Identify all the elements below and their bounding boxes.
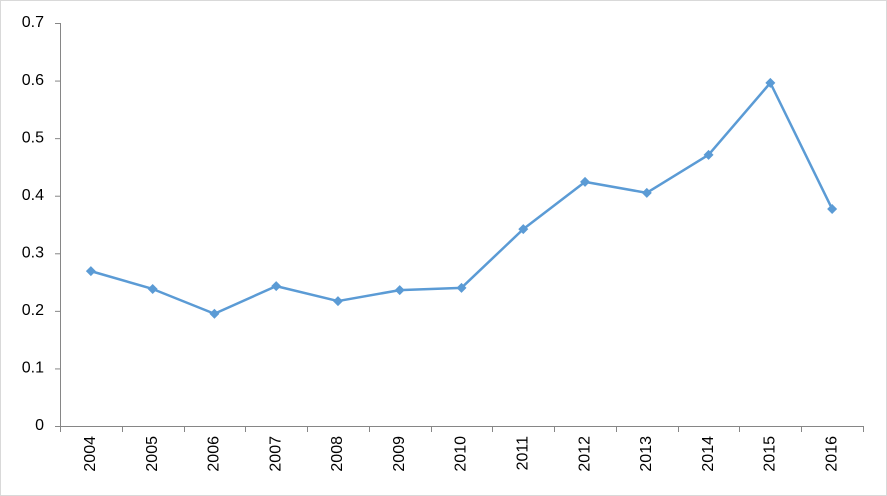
marker [394, 285, 405, 296]
y-tick-label: 0.7 [22, 14, 44, 31]
marker [271, 281, 282, 292]
x-tick-label: 2013 [638, 436, 655, 472]
y-tick-label: 0.4 [22, 187, 44, 204]
marker [703, 149, 714, 160]
marker [518, 224, 529, 235]
x-tick-label: 2008 [329, 436, 346, 472]
x-tick-label: 2010 [453, 436, 470, 472]
marker [456, 282, 467, 293]
marker [209, 308, 220, 319]
marker [332, 296, 343, 307]
y-tick-label: 0.5 [22, 129, 44, 146]
x-tick-label: 2016 [823, 436, 840, 472]
x-tick-label: 2011 [514, 436, 531, 471]
y-tick-label: 0.3 [22, 245, 44, 262]
x-tick-label: 2014 [700, 436, 717, 472]
marker [641, 187, 652, 198]
x-tick-label: 2004 [82, 436, 99, 472]
marker [85, 266, 96, 277]
y-tick-label: 0.6 [22, 72, 44, 89]
x-tick-label: 2007 [267, 436, 284, 472]
y-tick-label: 0 [35, 417, 44, 434]
x-tick-label: 2012 [576, 436, 593, 472]
x-tick-label: 2009 [391, 436, 408, 472]
marker [147, 283, 158, 294]
marker [580, 176, 591, 187]
y-tick-label: 0.1 [22, 360, 44, 377]
data-line [90, 81, 834, 315]
x-tick-label: 2006 [206, 436, 223, 472]
marker [765, 77, 776, 88]
x-tick-label: 2015 [762, 436, 779, 472]
marker [827, 203, 838, 214]
x-tick-label: 2005 [144, 436, 161, 472]
y-tick-label: 0.2 [22, 302, 44, 319]
